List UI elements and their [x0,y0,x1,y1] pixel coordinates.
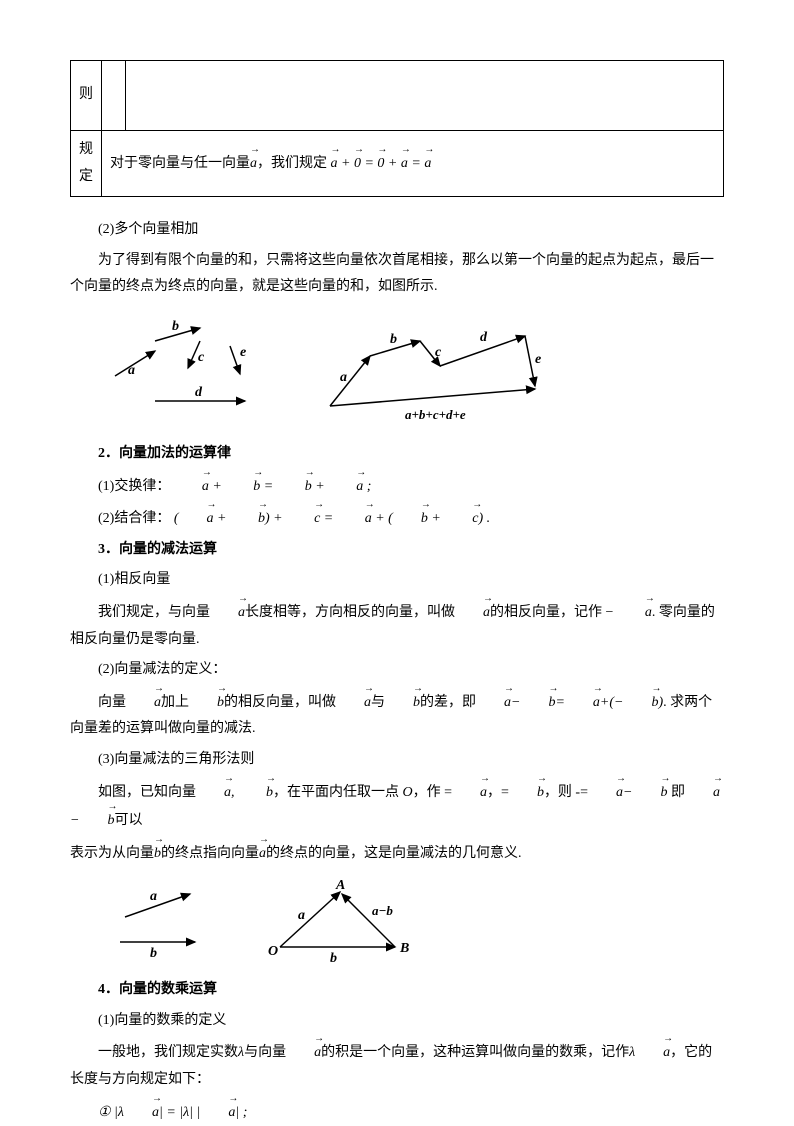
sec3-p3: 如图，已知向量a, b，在平面内任取一点 O，作 =a，=b，则 -=a−b 即… [70,778,724,835]
multi-add-title: (2)多个向量相加 [70,217,724,244]
row2-text-a: 对于零向量与任一向量 [110,156,250,171]
sec2-assoc: (2)结合律： (a + b) + c = a + (b + c) . [70,504,724,533]
sec3-p4: 表示为从向量b的终点指向向量a的终点的向量，这是向量减法的几何意义. [70,839,724,868]
svg-text:B: B [399,941,409,956]
svg-text:b: b [150,946,157,961]
sec4-head: 4．向量的数乘运算 [70,977,724,1004]
svg-text:d: d [480,330,488,345]
fig1-left: a b c e d [100,316,280,426]
row2-formula: a + 0 = 0 + a = a [331,156,432,171]
svg-text:c: c [435,345,442,360]
svg-text:O: O [268,944,278,959]
figure-multi-add: a b c e d a b c d e a+b+c+d+e [100,311,724,431]
svg-text:a: a [128,363,135,378]
svg-text:a: a [298,908,305,923]
svg-text:a+b+c+d+e: a+b+c+d+e [405,407,466,422]
svg-text:b: b [172,319,179,334]
sec3-p1: 我们规定，与向量a长度相等，方向相反的向量，叫做a的相反向量，记作 − a. 零… [70,598,724,653]
svg-text:e: e [240,345,246,360]
svg-text:a: a [150,889,157,904]
figure-subtraction: a b A B O a b a−b [100,877,724,967]
row2-text-b: ，我们规定 [257,156,327,171]
sec4-p1: 一般地，我们规定实数λ与向量a的积是一个向量，这种运算叫做向量的数乘，记作λa，… [70,1038,724,1093]
sec3-p2: 向量a加上b的相反向量，叫做a与b的差，即a−b=a+(−b). 求两个向量差的… [70,688,724,743]
svg-text:e: e [535,352,541,367]
rule-table: 则 规定 对于零向量与任一向量a，我们规定 a + 0 = 0 + a = a [70,60,724,197]
row1-content [126,61,724,131]
row1-label: 则 [71,61,102,131]
row2-content: 对于零向量与任一向量a，我们规定 a + 0 = 0 + a = a [102,131,724,197]
multi-add-text: 为了得到有限个向量的和，只需将这些向量依次首尾相接，那么以第一个向量的起点为起点… [70,248,724,301]
fig1-right: a b c d e a+b+c+d+e [310,311,570,431]
svg-text:b: b [390,332,397,347]
svg-text:c: c [198,350,205,365]
sec4-s1: (1)向量的数乘的定义 [70,1008,724,1035]
sec3-head: 3．向量的减法运算 [70,537,724,564]
svg-text:a: a [340,370,347,385]
row2-label: 规定 [71,131,102,197]
svg-text:b: b [330,951,337,966]
svg-text:a−b: a−b [372,903,393,918]
svg-text:A: A [335,878,345,893]
sec2-head: 2．向量加法的运算律 [70,441,724,468]
fig2-left: a b [100,882,230,962]
row1-spacer [102,61,126,131]
sec4-eq: ① |λa| = |λ| |a| ; [70,1098,724,1126]
svg-text:d: d [195,385,203,400]
fig2-right: A B O a b a−b [260,877,440,967]
